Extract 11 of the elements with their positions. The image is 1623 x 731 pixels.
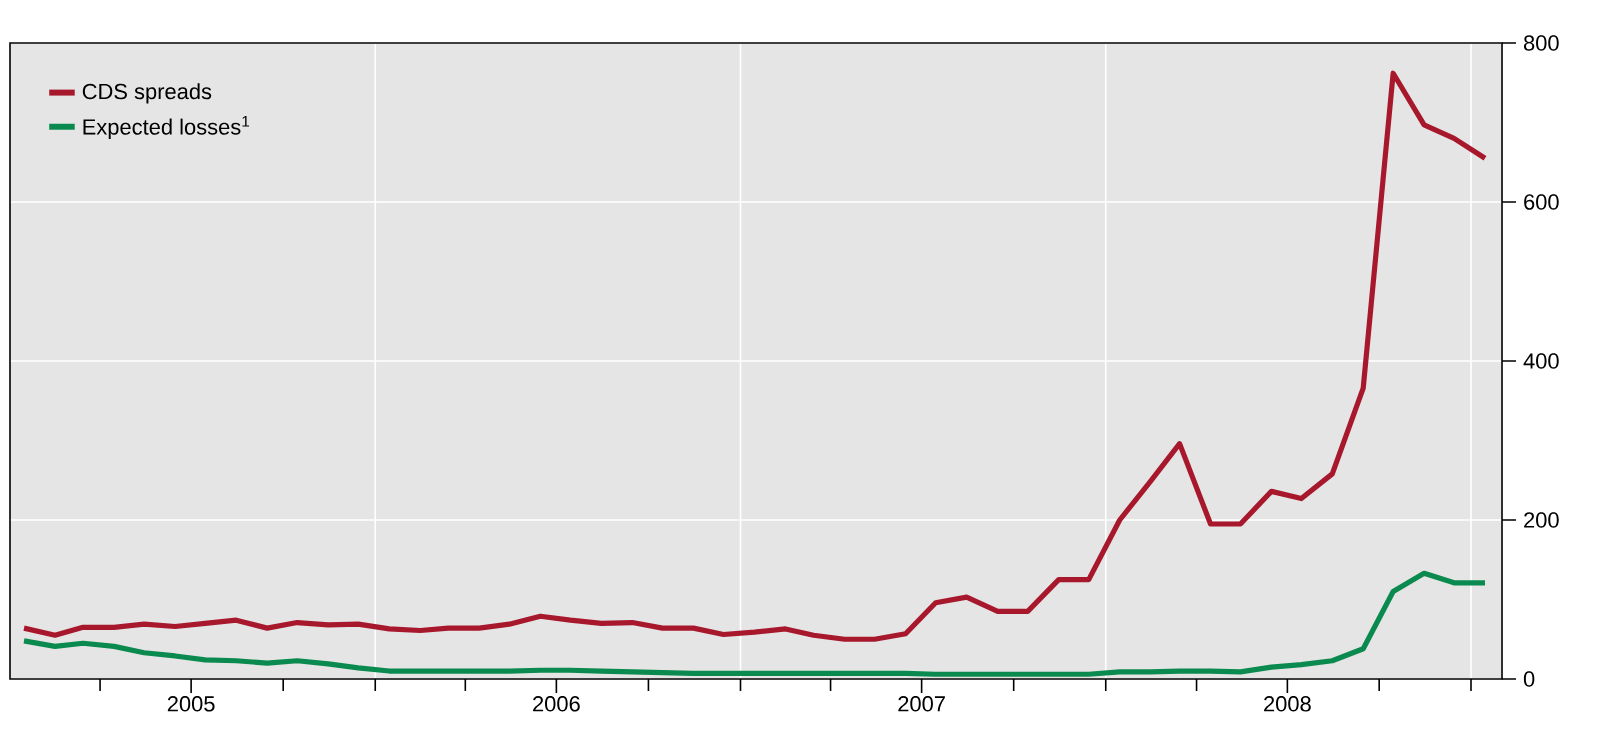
y-tick-label: 0 — [1523, 671, 1535, 687]
y-tick-label: 400 — [1523, 353, 1559, 369]
y-tick-label: 200 — [1524, 512, 1559, 528]
y-tick-label: 800 — [1523, 35, 1559, 51]
legend-label: Expected losses$^{1}$ — [83, 116, 250, 140]
x-tick-label: 2008 — [1264, 696, 1311, 712]
legend-label: CDS spreads — [82, 83, 212, 104]
y-tick-label: 600 — [1524, 194, 1559, 210]
x-tick-label: 2005 — [167, 696, 215, 712]
x-tick-label: 2006 — [533, 696, 580, 712]
x-tick-label: 2007 — [898, 696, 945, 712]
